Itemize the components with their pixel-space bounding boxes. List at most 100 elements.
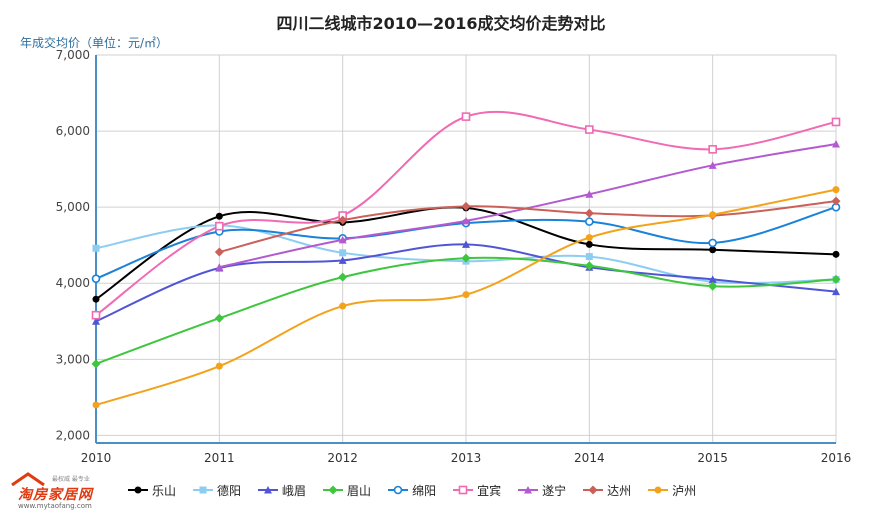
data-point-7 [584, 208, 594, 218]
data-point-5 [461, 112, 471, 121]
legend-item-3[interactable]: 眉山 [323, 482, 371, 499]
legend-item-2[interactable]: 峨眉 [258, 482, 306, 499]
x-tick-label: 2014 [574, 451, 605, 465]
legend-marker [264, 486, 273, 494]
x-tick-label: 2016 [821, 451, 852, 465]
legend-item-1[interactable]: 德阳 [193, 482, 241, 499]
legend-item-8[interactable]: 泸州 [648, 482, 696, 499]
legend-label: 遂宁 [542, 483, 567, 498]
y-tick-label: 3,000 [56, 352, 90, 366]
legend-marker [328, 485, 338, 495]
data-point-3 [831, 274, 841, 284]
legend-label: 宜宾 [477, 483, 502, 498]
legend-marker-icon [323, 485, 344, 495]
chart-title: 四川二线城市2010—2016成交均价走势对比 [276, 14, 606, 33]
data-point-5 [585, 125, 594, 134]
legend-marker [199, 486, 207, 494]
data-point-7 [461, 201, 471, 211]
legend-label: 绵阳 [412, 483, 437, 498]
legend-marker-icon [128, 486, 148, 494]
legend-marker-icon [583, 485, 604, 495]
data-point-5 [91, 310, 101, 320]
house-roof-icon [11, 472, 45, 486]
legend-label: 德阳 [217, 483, 242, 498]
data-point-8 [339, 302, 347, 310]
legend-item-7[interactable]: 达州 [583, 482, 631, 499]
data-point-2 [462, 240, 470, 248]
data-point-3 [708, 281, 718, 291]
data-point-6 [832, 140, 840, 148]
data-point-6 [215, 263, 224, 271]
legend-marker [588, 485, 598, 495]
legend-marker-icon [388, 485, 409, 495]
data-point-8 [709, 211, 717, 219]
data-point-6 [708, 161, 717, 169]
legend-marker-icon [648, 486, 669, 494]
legend-label: 乐山 [152, 483, 177, 498]
legend-label: 达州 [607, 483, 632, 498]
site-logo: 最权威 最专业 淘房家居网 www.mytaofang.com [8, 472, 123, 512]
data-point-4 [585, 217, 594, 226]
legend-item-6[interactable]: 遂宁 [518, 482, 566, 499]
legend-marker [524, 486, 533, 494]
y-axis-label: 年成交均价（单位：元/㎡） [20, 36, 169, 50]
y-tick-label: 7,000 [56, 48, 90, 62]
legend-label: 眉山 [347, 483, 372, 498]
data-point-3 [214, 313, 224, 323]
data-point-7 [831, 196, 841, 206]
data-point-6 [585, 190, 594, 198]
legend-label: 泸州 [672, 483, 697, 498]
data-point-2 [832, 287, 840, 296]
data-point-1 [585, 253, 593, 261]
data-point-4 [708, 238, 717, 248]
data-point-0 [709, 246, 717, 254]
y-tick-label: 4,000 [56, 276, 90, 290]
legend-marker [134, 486, 142, 494]
data-point-0 [215, 212, 223, 220]
data-point-3 [91, 359, 101, 369]
data-point-8 [832, 186, 840, 194]
chart-legend: 乐山 德阳 峨眉 眉山 绵阳 宜宾 遂宁 达州 泸州 [128, 481, 713, 499]
data-point-1 [92, 244, 100, 252]
data-point-2 [92, 317, 100, 325]
x-tick-label: 2010 [81, 451, 112, 465]
data-point-6 [462, 216, 470, 225]
data-point-5 [215, 221, 224, 231]
legend-marker [393, 485, 403, 495]
data-point-6 [338, 235, 347, 244]
legend-item-4[interactable]: 绵阳 [388, 482, 436, 499]
data-point-8 [215, 362, 223, 370]
legend-marker [458, 485, 468, 495]
legend-marker-icon [453, 485, 474, 495]
data-point-3 [461, 253, 471, 263]
legend-marker-icon [258, 486, 279, 494]
data-point-5 [708, 145, 717, 154]
data-point-7 [338, 215, 348, 225]
legend-item-0[interactable]: 乐山 [128, 482, 176, 499]
data-point-7 [214, 247, 224, 257]
data-point-0 [92, 295, 100, 303]
y-tick-label: 6,000 [56, 124, 90, 138]
data-point-3 [584, 261, 594, 271]
series-line-7 [219, 200, 837, 254]
data-point-8 [92, 401, 100, 409]
legend-item-5[interactable]: 宜宾 [453, 482, 501, 499]
data-point-0 [585, 240, 593, 248]
legend-marker-icon [193, 486, 214, 494]
series-line-6 [219, 143, 837, 269]
logo-slogan: 最权威 最专业 [52, 476, 90, 483]
logo-name: 淘房家居网 [18, 487, 93, 503]
data-point-0 [832, 250, 840, 258]
data-point-1 [339, 249, 347, 257]
data-point-2 [708, 275, 717, 283]
legend-marker-icon [518, 486, 539, 494]
y-tick-label: 5,000 [56, 200, 90, 214]
data-point-8 [462, 291, 470, 299]
data-point-5 [831, 117, 841, 127]
data-point-2 [338, 256, 347, 264]
legend-marker [654, 486, 662, 494]
x-tick-label: 2013 [451, 451, 482, 465]
x-tick-label: 2015 [697, 451, 728, 465]
y-tick-label: 2,000 [56, 428, 90, 442]
